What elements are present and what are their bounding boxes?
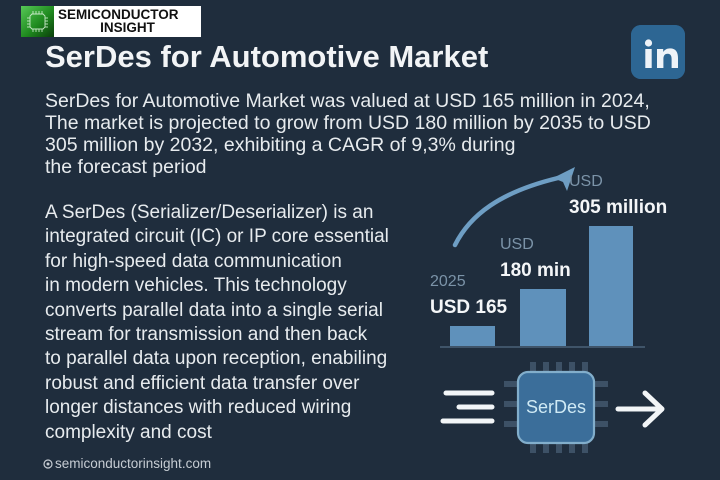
svg-text:SerDes: SerDes: [526, 397, 586, 417]
svg-text:USD: USD: [500, 236, 534, 253]
svg-text:180 min: 180 min: [500, 260, 571, 281]
svg-text:305 million: 305 million: [569, 197, 667, 218]
svg-text:USD: USD: [569, 173, 603, 190]
svg-text:2025: 2025: [430, 273, 466, 290]
svg-text:USD 165: USD 165: [430, 297, 508, 318]
